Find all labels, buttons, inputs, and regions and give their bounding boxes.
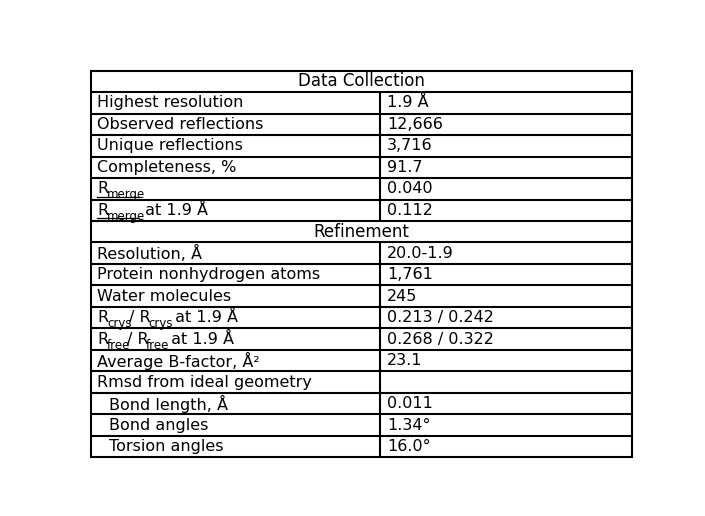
Text: 23.1: 23.1 [387,353,422,368]
Text: Completeness, %: Completeness, % [97,160,237,175]
Text: R: R [97,310,109,325]
Text: R: R [97,181,109,196]
Text: 3,716: 3,716 [387,138,433,153]
Text: Refinement: Refinement [314,223,409,241]
Text: Protein nonhydrogen atoms: Protein nonhydrogen atoms [97,267,321,282]
Text: Rmsd from ideal geometry: Rmsd from ideal geometry [97,375,312,390]
Text: Torsion angles: Torsion angles [109,439,224,454]
Text: at 1.9 Å: at 1.9 Å [170,310,238,325]
Text: 245: 245 [387,288,417,304]
Text: 0.011: 0.011 [387,396,433,411]
Text: 1,761: 1,761 [387,267,433,282]
Text: Highest resolution: Highest resolution [97,95,244,110]
Text: Data Collection: Data Collection [298,72,424,90]
Text: merge: merge [107,210,145,223]
Text: Bond angles: Bond angles [109,417,209,432]
Text: Observed reflections: Observed reflections [97,117,264,132]
Text: Water molecules: Water molecules [97,288,231,304]
Text: at 1.9 Å: at 1.9 Å [140,203,208,218]
Text: merge: merge [107,188,145,201]
Text: crys: crys [107,317,132,330]
Text: at 1.9 Å: at 1.9 Å [166,332,234,347]
Text: 1.9 Å: 1.9 Å [387,95,429,110]
Text: free: free [107,338,130,351]
Text: 0.213 / 0.242: 0.213 / 0.242 [387,310,494,325]
Text: 0.040: 0.040 [387,181,433,196]
Text: Unique reflections: Unique reflections [97,138,243,153]
Text: 20.0-1.9: 20.0-1.9 [387,246,454,261]
Text: Average B-factor, Å²: Average B-factor, Å² [97,351,260,369]
Text: 0.112: 0.112 [387,203,433,218]
Text: 1.34°: 1.34° [387,417,431,432]
Text: Resolution, Å: Resolution, Å [97,245,202,262]
Text: / R: / R [129,310,151,325]
Text: Bond length, Å: Bond length, Å [109,395,228,413]
Text: 16.0°: 16.0° [387,439,431,454]
Text: crys: crys [148,317,173,330]
Text: / R: / R [127,332,149,347]
Text: 12,666: 12,666 [387,117,443,132]
Text: free: free [146,338,169,351]
Text: 0.268 / 0.322: 0.268 / 0.322 [387,332,494,347]
Text: 91.7: 91.7 [387,160,422,175]
Text: R: R [97,203,109,218]
Text: R: R [97,332,109,347]
